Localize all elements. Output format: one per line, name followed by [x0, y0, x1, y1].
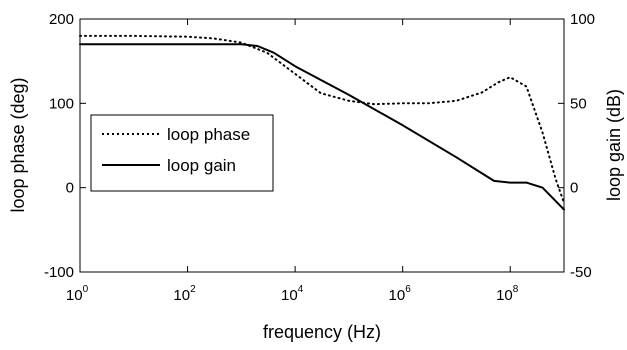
x-tick-label: 108	[496, 284, 519, 304]
legend-label-loop-phase: loop phase	[167, 125, 250, 144]
y-right-tick-label: 0	[570, 180, 578, 197]
y-left-tick-label: 200	[49, 11, 74, 28]
x-tick-label-exponent: 0	[83, 284, 89, 295]
legend-label-loop-gain: loop gain	[167, 156, 236, 175]
x-tick-label-exponent: 4	[298, 284, 304, 295]
legend: loop phase loop gain	[90, 114, 274, 192]
x-tick-label-exponent: 2	[190, 284, 196, 295]
series-lines	[79, 34, 565, 211]
series-loop-phase	[79, 34, 565, 204]
y-axis-left-title: loop phase (deg)	[8, 77, 28, 212]
y-right-tick-label: -50	[570, 264, 592, 281]
y-left-tick-label: 100	[49, 95, 74, 112]
y-left-tick-label: 0	[66, 180, 74, 197]
x-tick-label: 102	[173, 284, 196, 304]
x-tick-label-exponent: 6	[405, 284, 411, 295]
y-right-tick-label: 100	[570, 11, 595, 28]
y-axis-right-title: loop gain (dB)	[604, 89, 624, 201]
x-tick-label: 106	[389, 284, 412, 304]
x-tick-label: 104	[281, 284, 304, 304]
y-right-tick-label: 50	[570, 95, 587, 112]
x-axis-title: frequency (Hz)	[263, 322, 381, 342]
legend-box	[90, 114, 274, 192]
x-tick-label-exponent: 8	[513, 284, 519, 295]
x-tick-label: 100	[66, 284, 89, 304]
series-loop-gain	[79, 43, 565, 211]
y-left-tick-label: -100	[44, 264, 74, 281]
